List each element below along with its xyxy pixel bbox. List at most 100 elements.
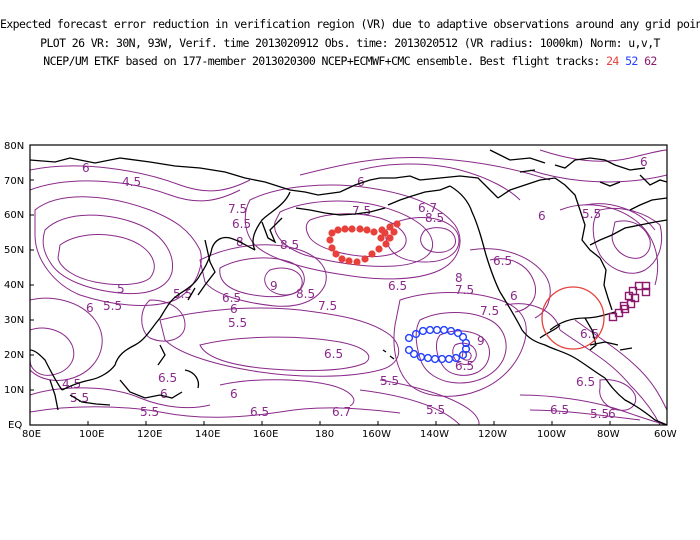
track-marker	[338, 255, 346, 263]
longitude-labels: 80E 100E 120E 140E 160E 180 160W 140W 12…	[22, 429, 677, 440]
contour-label: 8.5	[296, 287, 315, 301]
track-marker	[393, 220, 401, 228]
track-id-62: 62	[644, 54, 657, 68]
contour-label: 9	[270, 279, 278, 293]
flight-track-24	[326, 220, 401, 266]
track-marker	[418, 326, 428, 336]
track-marker	[453, 328, 463, 338]
track-marker	[404, 333, 414, 343]
contour-label: 4.5	[122, 175, 141, 189]
contour-label: 6.5	[324, 347, 343, 361]
contour-label: 5.5	[140, 405, 159, 419]
track-marker	[430, 354, 440, 364]
contour-label: 6.5	[576, 375, 595, 389]
lat-label: 30N	[4, 315, 24, 326]
contour-label: 6	[160, 387, 168, 401]
longitude-ticks	[87, 421, 611, 425]
track-marker	[390, 228, 398, 236]
lon-label: 140E	[195, 429, 220, 440]
contour-label: 6	[538, 209, 546, 223]
contour-label: 6.5	[158, 371, 177, 385]
track-marker	[363, 226, 371, 234]
lon-label: 100E	[79, 429, 104, 440]
track-marker	[353, 258, 361, 266]
lon-label: 80E	[22, 429, 41, 440]
track-marker	[386, 223, 394, 231]
lon-label: 100W	[537, 429, 566, 440]
lat-label: EQ	[8, 420, 22, 431]
track-marker	[386, 234, 394, 242]
contour-label: 9	[477, 334, 485, 348]
latitude-ticks	[30, 179, 34, 391]
flight-track-52	[404, 325, 471, 364]
track-id-52: 52	[625, 54, 638, 68]
contour-label: 6	[640, 155, 648, 169]
title-line-2: PLOT 26 VR: 30N, 93W, Verif. time 201302…	[40, 36, 660, 50]
contour-label: 8.5	[280, 238, 299, 252]
lon-label: 80W	[597, 429, 620, 440]
track-marker	[458, 350, 468, 360]
contour-label: 6.5	[232, 217, 251, 231]
track-marker	[370, 228, 378, 236]
title-line-3-text: NCEP/UM ETKF based on 177-member 2013020…	[43, 54, 600, 68]
contour-label: 5.5	[228, 316, 247, 330]
lon-label: 160W	[362, 429, 391, 440]
contour-labels: 4.5 6 7.5 6.5 8 8.5 9 8.5 7.5 5 5.5 6 5.…	[62, 155, 648, 421]
contour-label: 6	[230, 387, 238, 401]
contour-label: 5.5	[173, 287, 192, 301]
track-marker	[377, 234, 385, 242]
contour-label: 6.5	[550, 403, 569, 417]
lat-label: 70N	[4, 176, 24, 187]
flight-track-62	[608, 281, 651, 322]
track-marker	[619, 301, 629, 311]
track-marker	[375, 245, 383, 253]
contour-label: 7.5	[455, 283, 474, 297]
track-marker	[425, 325, 435, 335]
contour-label: 6.5	[455, 359, 474, 373]
lat-label: 80N	[4, 141, 24, 152]
coastlines	[30, 149, 667, 425]
contour-label: 6	[608, 407, 616, 421]
contour-label: 5.5	[582, 207, 601, 221]
contour-label: 6	[230, 302, 238, 316]
title-line-3: NCEP/UM ETKF based on 177-member 2013020…	[0, 54, 700, 68]
contour-label: 5.5	[70, 391, 89, 405]
track-marker	[444, 354, 454, 364]
track-marker	[411, 329, 421, 339]
track-marker	[423, 353, 433, 363]
track-marker	[439, 325, 449, 335]
contour-label: 7.5	[318, 299, 337, 313]
track-marker	[409, 349, 419, 359]
contour-label: 5.5	[590, 407, 609, 421]
track-marker	[348, 225, 356, 233]
contour-label: 5.5	[380, 374, 399, 388]
contour-label: 6	[82, 161, 90, 175]
track-marker	[328, 229, 336, 237]
contour-label: 7.5	[352, 204, 371, 218]
lon-label: 140W	[420, 429, 449, 440]
contour-label: 5	[117, 282, 125, 296]
contour-label: 6	[357, 175, 365, 189]
contour-label: 5.5	[426, 403, 445, 417]
lon-label: 160E	[253, 429, 278, 440]
contour-label: 5.5	[103, 299, 122, 313]
track-marker	[432, 325, 442, 335]
track-marker	[361, 255, 369, 263]
error-reduction-contours	[30, 149, 667, 425]
track-marker	[334, 226, 342, 234]
lat-label: 50N	[4, 245, 24, 256]
lon-label: 180	[315, 429, 334, 440]
track-marker	[332, 250, 340, 258]
track-marker	[328, 244, 336, 252]
track-marker	[381, 229, 389, 237]
track-marker	[641, 287, 651, 297]
latitude-labels: 80N 70N 60N 50N 40N 30N 20N 10N EQ	[4, 141, 24, 431]
contour-label: 6.5	[388, 279, 407, 293]
lon-label: 120W	[478, 429, 507, 440]
title-line-1: Expected forecast error reduction in ver…	[0, 17, 700, 31]
track-marker	[641, 281, 651, 291]
contour-label: 6.7	[418, 201, 437, 215]
lat-label: 20N	[4, 350, 24, 361]
track-marker	[345, 257, 353, 265]
